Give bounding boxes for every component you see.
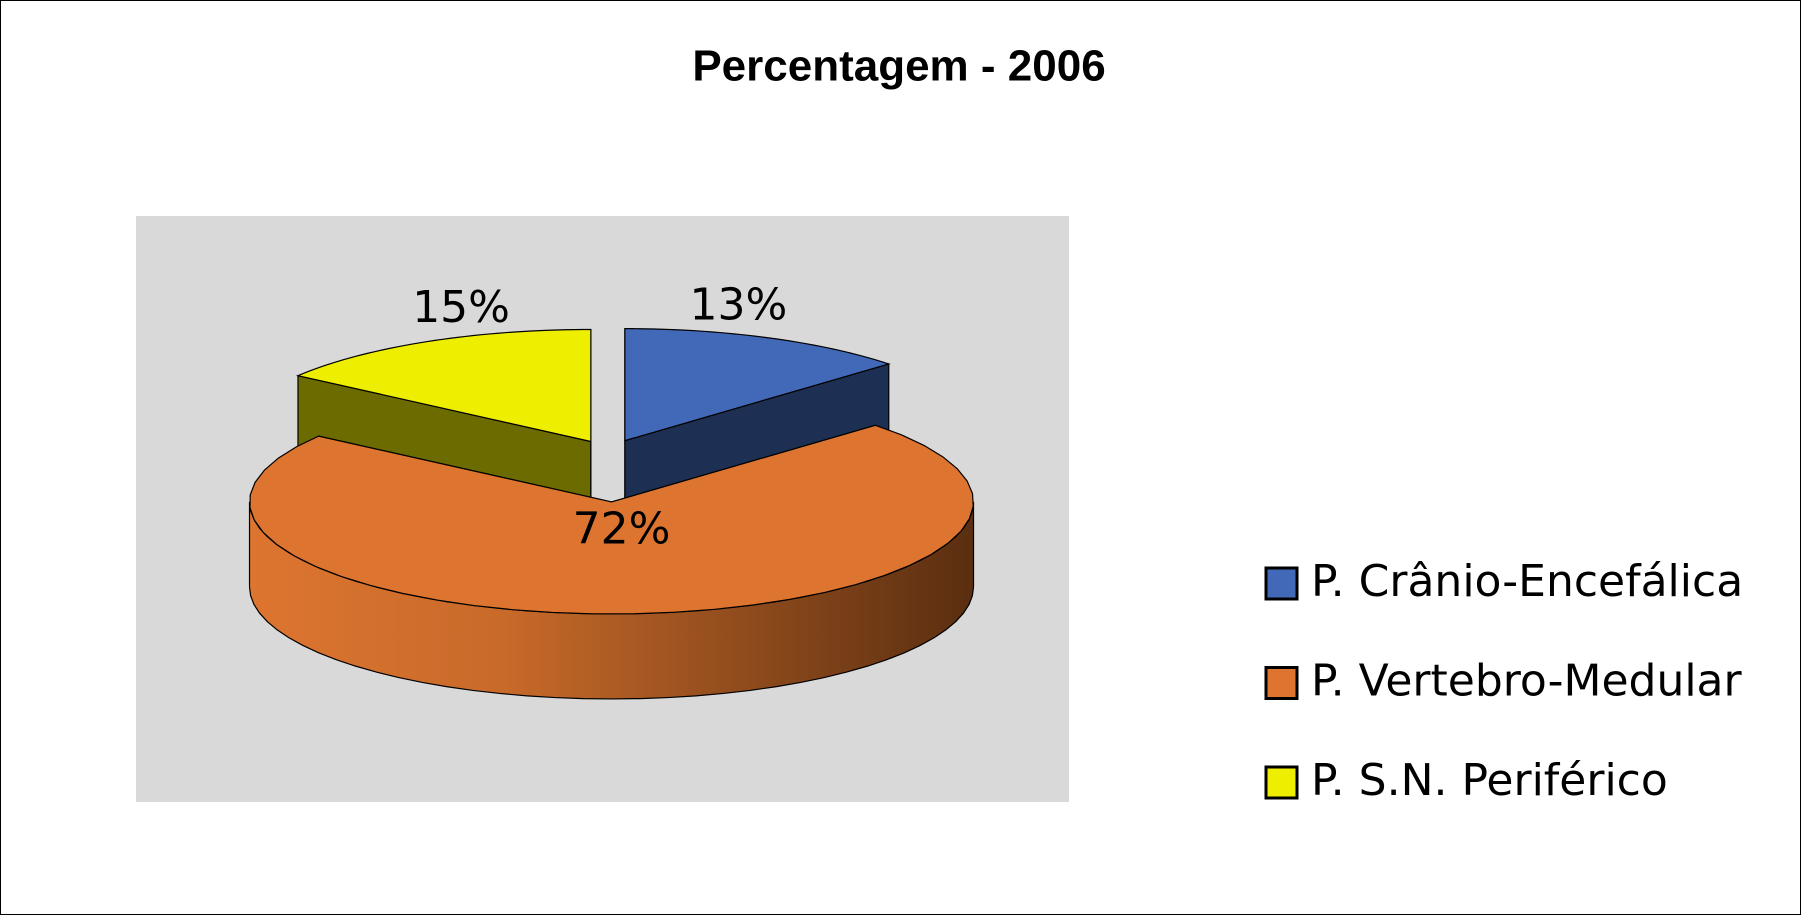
slice bbox=[296, 328, 592, 443]
legend-label: P. S.N. Periférico bbox=[1311, 755, 1668, 806]
legend-label: P. Vertebro-Medular bbox=[1311, 656, 1743, 707]
data-label: 13% bbox=[689, 279, 787, 330]
slice bbox=[624, 328, 891, 442]
legend-swatch bbox=[1264, 765, 1299, 800]
chart-title: Percentagem - 2006 bbox=[692, 42, 1105, 91]
legend-swatch bbox=[1264, 666, 1299, 700]
data-label: 15% bbox=[412, 282, 510, 333]
legend-label: P. Crânio-Encefálica bbox=[1311, 556, 1743, 607]
slice bbox=[249, 424, 974, 615]
legend-swatch bbox=[1264, 566, 1299, 601]
data-label: 72% bbox=[573, 503, 671, 554]
